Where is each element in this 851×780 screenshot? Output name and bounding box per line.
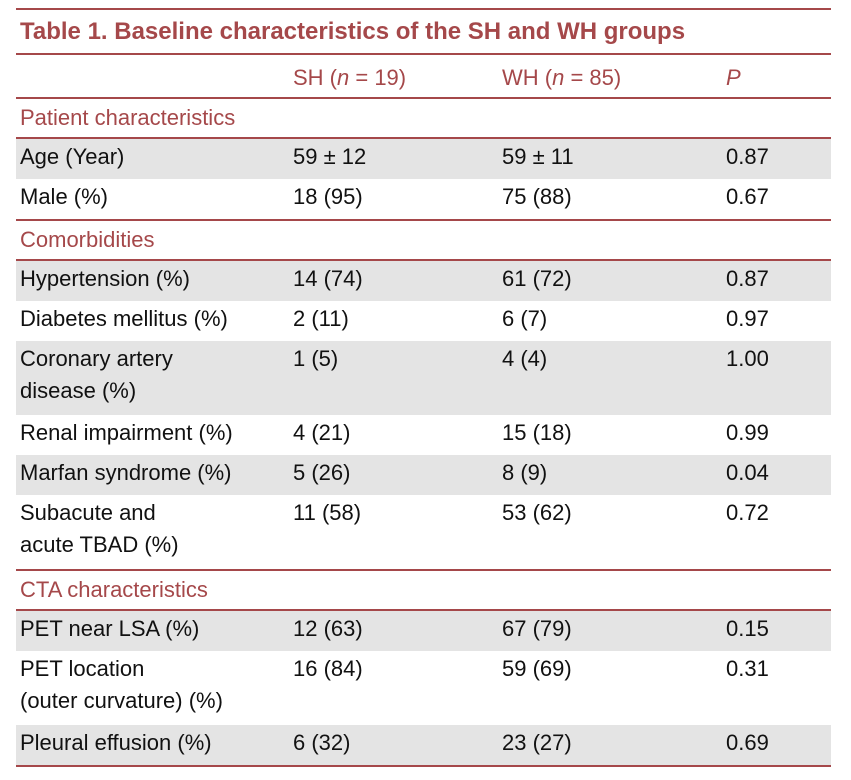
title-rule: [16, 53, 831, 55]
table-row: Male (%) 18 (95) 75 (88) 0.67: [16, 179, 831, 219]
header-rule: [16, 97, 831, 99]
row-label: PET near LSA (%): [20, 616, 200, 641]
row-label: Age (Year): [20, 144, 125, 169]
table-row: Coronary artery disease (%) 1 (5) 4 (4) 1…: [16, 341, 831, 415]
row-wh-value: 67 (79): [502, 616, 572, 641]
section-label: Patient characteristics: [20, 105, 236, 130]
row-p-value: 0.87: [726, 266, 769, 291]
row-wh-value: 59 ± 11: [502, 144, 574, 169]
table-row: Hypertension (%) 14 (74) 61 (72) 0.87: [16, 261, 831, 301]
row-label: Subacute and acute TBAD (%): [20, 497, 179, 561]
row-label: Hypertension (%): [20, 266, 190, 291]
section-end-rule: [16, 219, 831, 221]
row-p-value: 0.99: [726, 420, 769, 445]
table-row: PET location (outer curvature) (%) 16 (84…: [16, 651, 831, 725]
section-rule: [16, 609, 831, 611]
row-wh-value: 53 (62): [502, 500, 572, 525]
header-wh-prefix: WH (: [502, 65, 553, 90]
row-wh-value: 6 (7): [502, 306, 548, 331]
table-row: PET near LSA (%) 12 (63) 67 (79) 0.15: [16, 611, 831, 651]
header-sh-prefix: SH (: [293, 65, 337, 90]
row-sh-value: 6 (32): [293, 730, 351, 755]
row-label: Renal impairment (%): [20, 420, 233, 445]
table-row: Age (Year) 59 ± 12 59 ± 11 0.87: [16, 139, 831, 179]
row-p-value: 0.87: [726, 144, 769, 169]
bottom-rule: [16, 765, 831, 767]
row-p-value: 0.69: [726, 730, 769, 755]
row-wh-value: 59 (69): [502, 656, 572, 681]
row-wh-value: 75 (88): [502, 184, 572, 209]
header-sh-n: n: [337, 65, 350, 90]
row-label: Pleural effusion (%): [20, 730, 212, 755]
row-sh-value: 18 (95): [293, 184, 363, 209]
row-sh-value: 14 (74): [293, 266, 363, 291]
section-label: CTA characteristics: [20, 577, 208, 602]
header-wh-n: n: [552, 65, 565, 90]
row-sh-value: 2 (11): [293, 306, 349, 331]
row-label-line2: disease (%): [20, 378, 137, 403]
row-p-value: 0.67: [726, 184, 769, 209]
row-label-line2: (outer curvature) (%): [20, 688, 223, 713]
row-label: Male (%): [20, 184, 109, 209]
row-label: Diabetes mellitus (%): [20, 306, 228, 331]
top-rule: [16, 8, 831, 10]
row-sh-value: 5 (26): [293, 460, 351, 485]
table-title: Table 1. Baseline characteristics of the…: [20, 18, 686, 45]
row-sh-value: 59 ± 12: [293, 144, 367, 169]
section-cta-characteristics: CTA characteristics: [16, 571, 831, 609]
section-comorbidities: Comorbidities: [16, 221, 831, 259]
table-row: Subacute and acute TBAD (%) 11 (58) 53 (6…: [16, 495, 831, 569]
header-sh-suffix: = 19): [349, 65, 407, 90]
row-wh-value: 8 (9): [502, 460, 548, 485]
row-label-line1: Subacute and: [20, 500, 156, 525]
row-label-line2: acute TBAD (%): [20, 532, 179, 557]
header-col-sh: SH (n = 19): [293, 62, 406, 94]
row-wh-value: 61 (72): [502, 266, 572, 291]
row-sh-value: 11 (58): [293, 500, 362, 525]
table-row: Pleural effusion (%) 6 (32) 23 (27) 0.69: [16, 725, 831, 765]
table-row: Marfan syndrome (%) 5 (26) 8 (9) 0.04: [16, 455, 831, 495]
row-p-value: 0.15: [726, 616, 769, 641]
row-wh-value: 4 (4): [502, 346, 548, 371]
row-p-value: 0.72: [726, 500, 769, 525]
section-end-rule: [16, 569, 831, 571]
row-sh-value: 12 (63): [293, 616, 363, 641]
row-p-value: 0.31: [726, 656, 769, 681]
header-row: SH (n = 19) WH (n = 85) P: [16, 55, 831, 97]
row-label-line1: Coronary artery: [20, 346, 173, 371]
section-rule: [16, 259, 831, 261]
section-label: Comorbidities: [20, 227, 155, 252]
row-wh-value: 23 (27): [502, 730, 572, 755]
table-row: Renal impairment (%) 4 (21) 15 (18) 0.99: [16, 415, 831, 455]
section-patient-characteristics: Patient characteristics: [16, 99, 831, 137]
baseline-table: Table 1. Baseline characteristics of the…: [16, 8, 831, 767]
row-p-value: 0.97: [726, 306, 769, 331]
section-rule: [16, 137, 831, 139]
row-p-value: 1.00: [726, 346, 769, 371]
header-wh-suffix: = 85): [564, 65, 622, 90]
row-label: Marfan syndrome (%): [20, 460, 232, 485]
header-col-wh: WH (n = 85): [502, 62, 621, 94]
row-p-value: 0.04: [726, 460, 769, 485]
row-wh-value: 15 (18): [502, 420, 572, 445]
row-label: PET location (outer curvature) (%): [20, 653, 223, 717]
row-sh-value: 1 (5): [293, 346, 339, 371]
row-sh-value: 4 (21): [293, 420, 351, 445]
row-label: Coronary artery disease (%): [20, 343, 173, 407]
row-sh-value: 16 (84): [293, 656, 363, 681]
table-row: Diabetes mellitus (%) 2 (11) 6 (7) 0.97: [16, 301, 831, 341]
row-label-line1: PET location: [20, 656, 145, 681]
header-col-p: P: [726, 65, 741, 90]
